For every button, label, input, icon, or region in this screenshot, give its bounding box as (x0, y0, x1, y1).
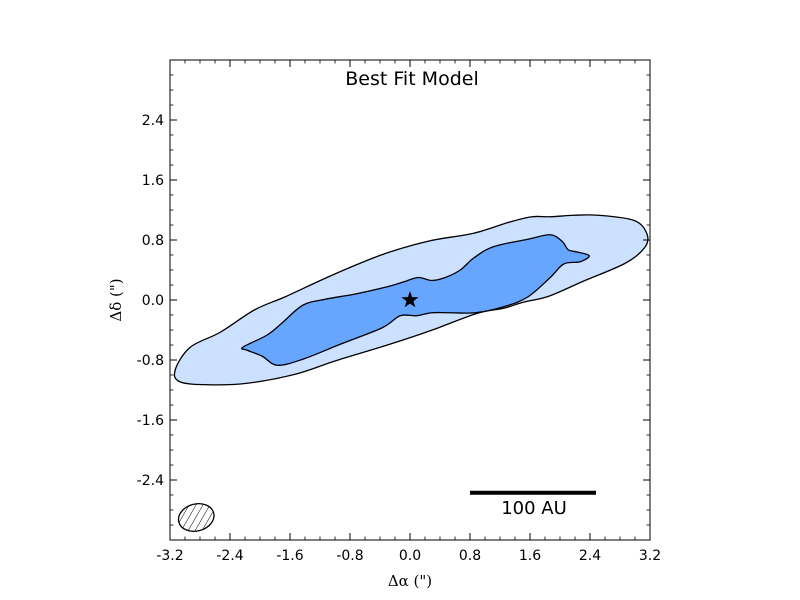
x-tick-label: -0.8 (336, 548, 363, 564)
x-tick-label: -3.2 (156, 548, 183, 564)
contour-inner (240, 234, 590, 366)
y-tick-label: 0.0 (142, 293, 164, 309)
plot-content (173, 214, 649, 532)
y-tick-label: -1.6 (137, 413, 164, 429)
y-tick-label: -2.4 (137, 473, 164, 489)
y-tick-label: -0.8 (137, 353, 164, 369)
x-tick-label: -2.4 (216, 548, 243, 564)
x-tick-label: 1.6 (519, 548, 541, 564)
y-tick-label: 2.4 (142, 113, 164, 129)
star-marker (401, 291, 419, 308)
axis-ticks: -3.2 -2.4 -1.6 -0.8 0.0 0.8 1.6 2.4 3.2 -2.4 -1.6 -… (137, 60, 661, 564)
y-tick-label: 1.6 (142, 173, 164, 189)
x-axis-label: Δα (") (388, 572, 432, 590)
scalebar-label: 100 AU (501, 498, 567, 519)
x-tick-label: 3.2 (639, 548, 661, 564)
x-tick-label: -1.6 (276, 548, 303, 564)
y-axis-label: Δδ (") (107, 278, 125, 321)
x-tick-label: 0.8 (459, 548, 481, 564)
chart-title: Best Fit Model (345, 68, 478, 90)
y-tick-label: 0.8 (142, 233, 164, 249)
x-tick-label: 2.4 (579, 548, 601, 564)
x-tick-label: 0.0 (399, 548, 421, 564)
beam-ellipse (177, 503, 215, 532)
